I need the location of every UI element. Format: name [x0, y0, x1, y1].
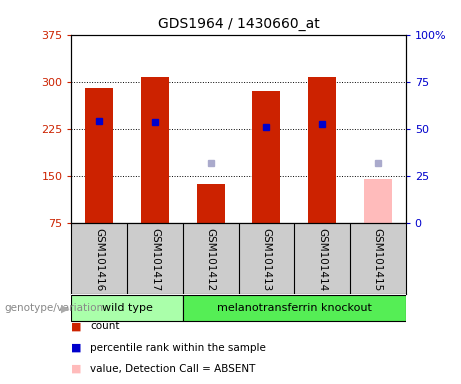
Text: value, Detection Call = ABSENT: value, Detection Call = ABSENT	[90, 364, 255, 374]
Text: melanotransferrin knockout: melanotransferrin knockout	[217, 303, 372, 313]
Text: ■: ■	[71, 343, 82, 353]
Text: GSM101413: GSM101413	[261, 228, 272, 292]
Text: ■: ■	[71, 364, 82, 374]
Text: count: count	[90, 321, 119, 331]
Text: GSM101414: GSM101414	[317, 228, 327, 292]
Bar	[141, 76, 169, 223]
Bar	[364, 179, 392, 223]
Text: genotype/variation: genotype/variation	[5, 303, 104, 313]
Text: wild type: wild type	[102, 303, 153, 313]
Text: percentile rank within the sample: percentile rank within the sample	[90, 343, 266, 353]
Text: GSM101416: GSM101416	[95, 228, 104, 292]
Text: GSM101412: GSM101412	[206, 228, 216, 292]
Bar	[183, 295, 406, 321]
Bar	[253, 91, 280, 223]
Text: ▶: ▶	[61, 303, 69, 313]
Bar	[85, 88, 113, 223]
Bar	[71, 295, 183, 321]
Text: GSM101417: GSM101417	[150, 228, 160, 292]
Bar	[308, 76, 336, 223]
Title: GDS1964 / 1430660_at: GDS1964 / 1430660_at	[158, 17, 319, 31]
Text: ■: ■	[71, 321, 82, 331]
Bar	[197, 184, 225, 223]
Text: GSM101415: GSM101415	[373, 228, 383, 292]
